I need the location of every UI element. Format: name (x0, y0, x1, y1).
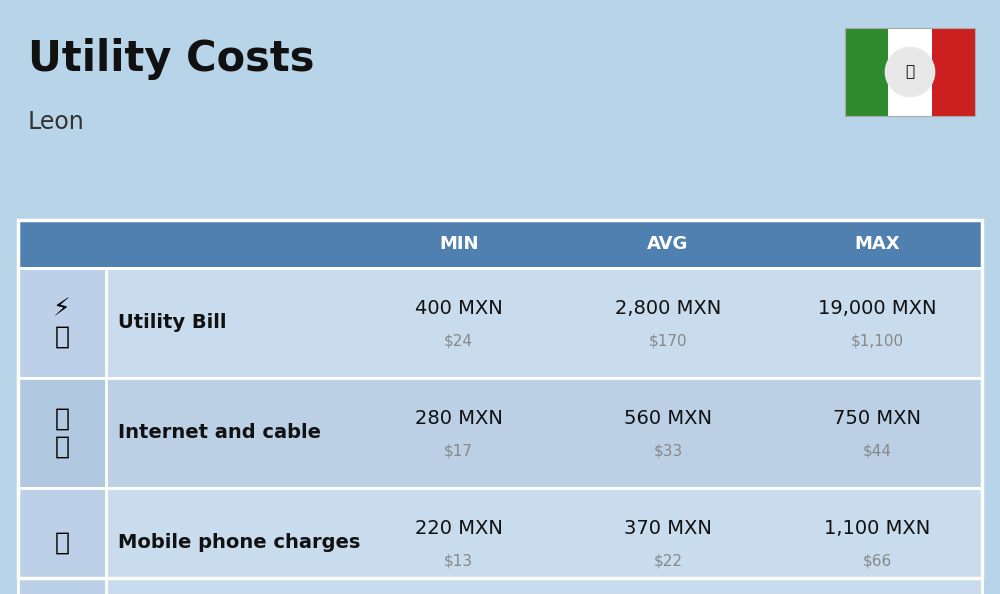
Text: 🦅: 🦅 (905, 65, 915, 80)
Text: 📱: 📱 (54, 531, 70, 555)
Bar (18, 378, 982, 488)
Bar (18, 488, 106, 594)
Text: ⚡
🔌: ⚡ 🔌 (53, 297, 71, 349)
Text: $33: $33 (653, 444, 683, 459)
Text: 280 MXN: 280 MXN (415, 409, 503, 428)
Text: $66: $66 (863, 554, 892, 568)
Text: $170: $170 (649, 333, 687, 349)
Bar (845, 28, 975, 116)
Text: 370 MXN: 370 MXN (624, 520, 712, 539)
Text: 750 MXN: 750 MXN (833, 409, 921, 428)
Text: 1,100 MXN: 1,100 MXN (824, 520, 930, 539)
Bar (18, 268, 106, 378)
Bar (18, 220, 982, 268)
Text: 400 MXN: 400 MXN (415, 299, 503, 318)
Text: $22: $22 (654, 554, 682, 568)
Bar (888, 28, 932, 116)
Text: $1,100: $1,100 (851, 333, 904, 349)
Text: MIN: MIN (439, 235, 478, 253)
Text: 2,800 MXN: 2,800 MXN (615, 299, 721, 318)
Text: Internet and cable: Internet and cable (118, 424, 321, 443)
Text: 📶
🖨: 📶 🖨 (54, 407, 70, 459)
Bar (18, 378, 106, 488)
Bar (18, 220, 982, 578)
Text: Utility Costs: Utility Costs (28, 38, 314, 80)
Bar (932, 28, 975, 116)
Bar (18, 268, 982, 378)
Bar (18, 488, 982, 594)
Text: Leon: Leon (28, 110, 85, 134)
Text: $44: $44 (863, 444, 892, 459)
Text: $17: $17 (444, 444, 473, 459)
Text: 560 MXN: 560 MXN (624, 409, 712, 428)
Circle shape (885, 48, 935, 97)
Text: $13: $13 (444, 554, 473, 568)
Text: AVG: AVG (647, 235, 689, 253)
Text: $24: $24 (444, 333, 473, 349)
Text: MAX: MAX (855, 235, 900, 253)
Text: 220 MXN: 220 MXN (415, 520, 503, 539)
Text: 19,000 MXN: 19,000 MXN (818, 299, 937, 318)
Text: Utility Bill: Utility Bill (118, 314, 226, 333)
Text: Mobile phone charges: Mobile phone charges (118, 533, 360, 552)
Bar (845, 28, 888, 116)
